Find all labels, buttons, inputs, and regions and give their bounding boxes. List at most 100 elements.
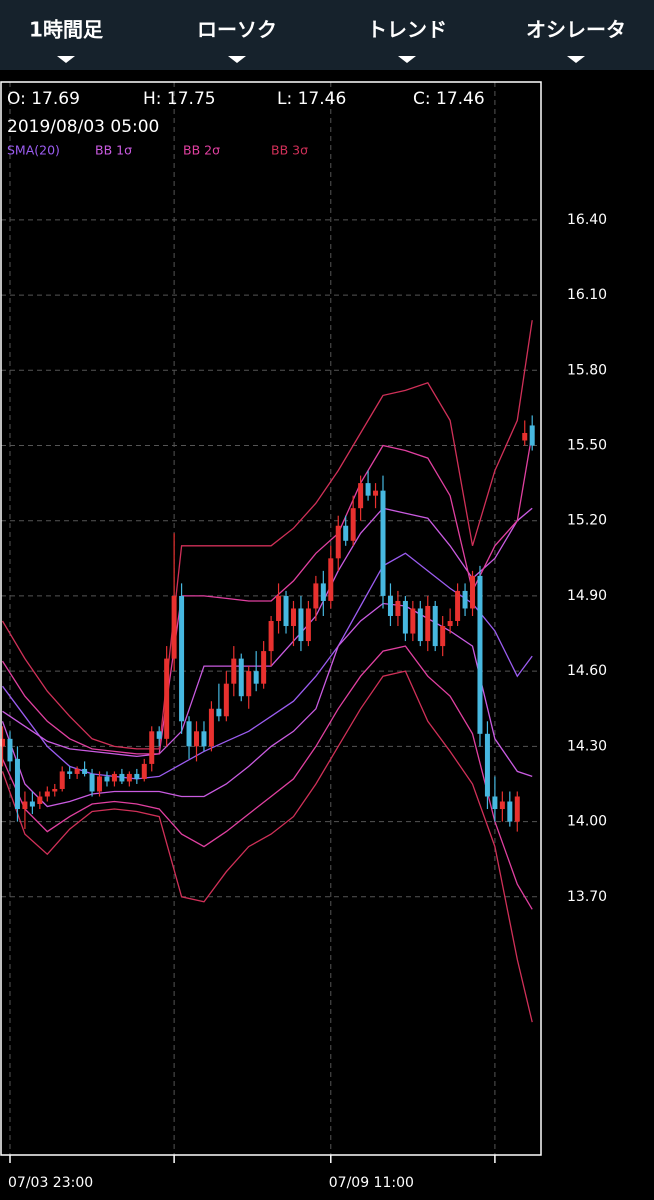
candle-body (37, 796, 43, 805)
candle-body (216, 708, 222, 717)
candle-body (522, 432, 528, 441)
candle-body (395, 600, 401, 616)
candle-body (111, 773, 117, 782)
candle-body (417, 608, 423, 642)
candle-body (171, 595, 177, 659)
candle-body (29, 801, 35, 807)
dropdown-arrow (398, 56, 416, 63)
y-tick-label: 14.90 (567, 588, 607, 604)
candle-body (492, 796, 498, 810)
candle-body (74, 768, 80, 774)
candle-body (365, 483, 371, 496)
candle-body (22, 801, 28, 810)
candle-body (67, 771, 73, 774)
candle-body (268, 621, 274, 652)
y-tick-label: 14.00 (567, 814, 607, 830)
legend-label: BB 2σ (183, 143, 220, 158)
candle-body (104, 776, 110, 782)
candle-body (119, 773, 125, 782)
candle-body (82, 768, 88, 774)
band-line (1, 320, 533, 750)
candle-body (432, 605, 438, 647)
candle-body (462, 590, 468, 609)
candle-body (529, 425, 535, 446)
tab-label[interactable]: オシレータ (526, 18, 626, 42)
candle-body (14, 758, 20, 810)
candle-body (238, 658, 244, 697)
candle-body (89, 773, 95, 792)
plot (0, 82, 541, 1155)
candle-body (514, 796, 520, 822)
band-line (1, 432, 533, 755)
x-tick-label: 07/09 11:00 (329, 1175, 414, 1191)
info-high: H: 17.75 (143, 89, 216, 109)
candle-body (343, 525, 349, 541)
y-tick-label: 16.40 (567, 212, 607, 228)
dropdown-arrow (57, 56, 75, 63)
candle-body (59, 771, 65, 789)
band-line (1, 670, 533, 1023)
candle-body (156, 731, 162, 739)
candle-body (208, 708, 214, 747)
candle-body (164, 658, 170, 739)
candle-body (305, 608, 311, 642)
tab-label[interactable]: ローソク (197, 18, 277, 42)
y-tick-label: 16.10 (567, 287, 607, 303)
candle-body (358, 483, 364, 509)
candle-body (373, 490, 379, 496)
dropdown-arrow (567, 56, 585, 63)
tab-label[interactable]: 1時間足 (29, 18, 104, 42)
candle-body (134, 773, 140, 779)
plot-frame (0, 81, 542, 1156)
candle-body (440, 626, 446, 647)
candle-body (52, 788, 58, 792)
candle-body (186, 721, 192, 747)
tab[interactable]: 1時間足 (29, 18, 104, 64)
candle-body (290, 608, 296, 627)
tab[interactable]: トレンド (367, 18, 447, 64)
info-date: 2019/08/03 05:00 (7, 117, 159, 137)
candle-body (276, 595, 282, 622)
y-tick-label: 13.70 (567, 889, 607, 905)
candle-body (223, 683, 229, 717)
y-tick-label: 15.20 (567, 513, 607, 529)
menu-bar (0, 0, 654, 70)
candle-body (402, 600, 408, 634)
candle-body (507, 801, 513, 822)
legend-label: SMA(20) (7, 143, 60, 158)
candle-body (499, 801, 505, 810)
info-close: C: 17.46 (413, 89, 485, 109)
candle-body (201, 731, 207, 747)
candle-body (149, 731, 155, 764)
candle-body (477, 575, 483, 734)
candle-body (313, 583, 319, 609)
candle-body (44, 791, 50, 797)
info-open: O: 17.69 (7, 89, 80, 109)
candle-body (0, 738, 6, 747)
tab[interactable]: ローソク (197, 18, 277, 64)
candle-body (335, 525, 341, 559)
band-line (1, 602, 533, 808)
candle-body (126, 773, 132, 782)
candle-body (380, 490, 386, 596)
candle-body (425, 605, 431, 642)
tab-label[interactable]: トレンド (367, 18, 447, 42)
y-tick-label: 15.80 (567, 362, 607, 378)
tab[interactable]: オシレータ (526, 18, 626, 64)
candle-body (410, 608, 416, 634)
legend-label: BB 3σ (271, 143, 308, 158)
candle-body (387, 595, 393, 616)
candle-body (194, 731, 199, 747)
candle-body (455, 590, 461, 622)
candle-body (320, 583, 326, 601)
candle-body (350, 508, 356, 541)
candle-body (253, 671, 259, 684)
candle-body (246, 671, 252, 697)
y-tick-label: 15.50 (567, 438, 607, 454)
x-tick-label: 07/03 23:00 (8, 1175, 93, 1191)
candle-body (179, 595, 185, 722)
candle-body (261, 651, 267, 684)
dropdown-arrow (228, 56, 246, 63)
